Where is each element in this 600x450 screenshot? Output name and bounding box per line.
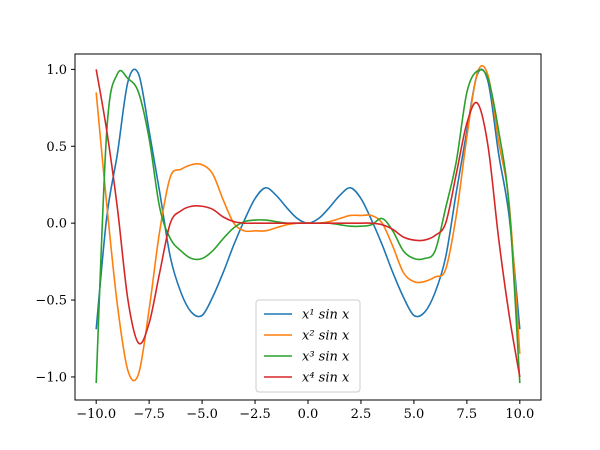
legend-label-4: x⁴ sin x: [302, 371, 350, 386]
x-tick-label: −7.5: [133, 407, 165, 422]
y-tick-label: 0.0: [46, 217, 67, 232]
series-line-1: [95, 68, 521, 330]
x-tick-label: 0.0: [298, 407, 319, 422]
axis-ticks: −10.0 −7.5 −5.0 −2.5 0.0 2.5 5.0 7.5 10.0 −1.0 −0.…: [35, 63, 534, 422]
x-tick-label: 7.5: [457, 407, 478, 422]
legend-label-2: x² sin x: [302, 329, 350, 344]
y-tick-label: −1.0: [35, 370, 67, 385]
x-tick-label: 5.0: [404, 407, 425, 422]
series-line-4: [95, 69, 521, 378]
y-tick-label: −0.5: [35, 294, 67, 309]
x-tick-label: 2.5: [351, 407, 372, 422]
legend: x¹ sin x x² sin x x³ sin x x⁴ sin x: [255, 299, 361, 393]
x-tick-label: 10.0: [505, 407, 534, 422]
legend-label-3: x³ sin x: [302, 350, 350, 365]
plot-area: [95, 65, 521, 384]
legend-box: [255, 299, 361, 393]
x-tick-label: −5.0: [186, 407, 218, 422]
legend-label-1: x¹ sin x: [302, 308, 350, 323]
y-tick-label: 0.5: [46, 140, 67, 155]
x-tick-label: −2.5: [239, 407, 271, 422]
y-tick-label: 1.0: [46, 63, 67, 78]
x-tick-label: −10.0: [76, 407, 116, 422]
